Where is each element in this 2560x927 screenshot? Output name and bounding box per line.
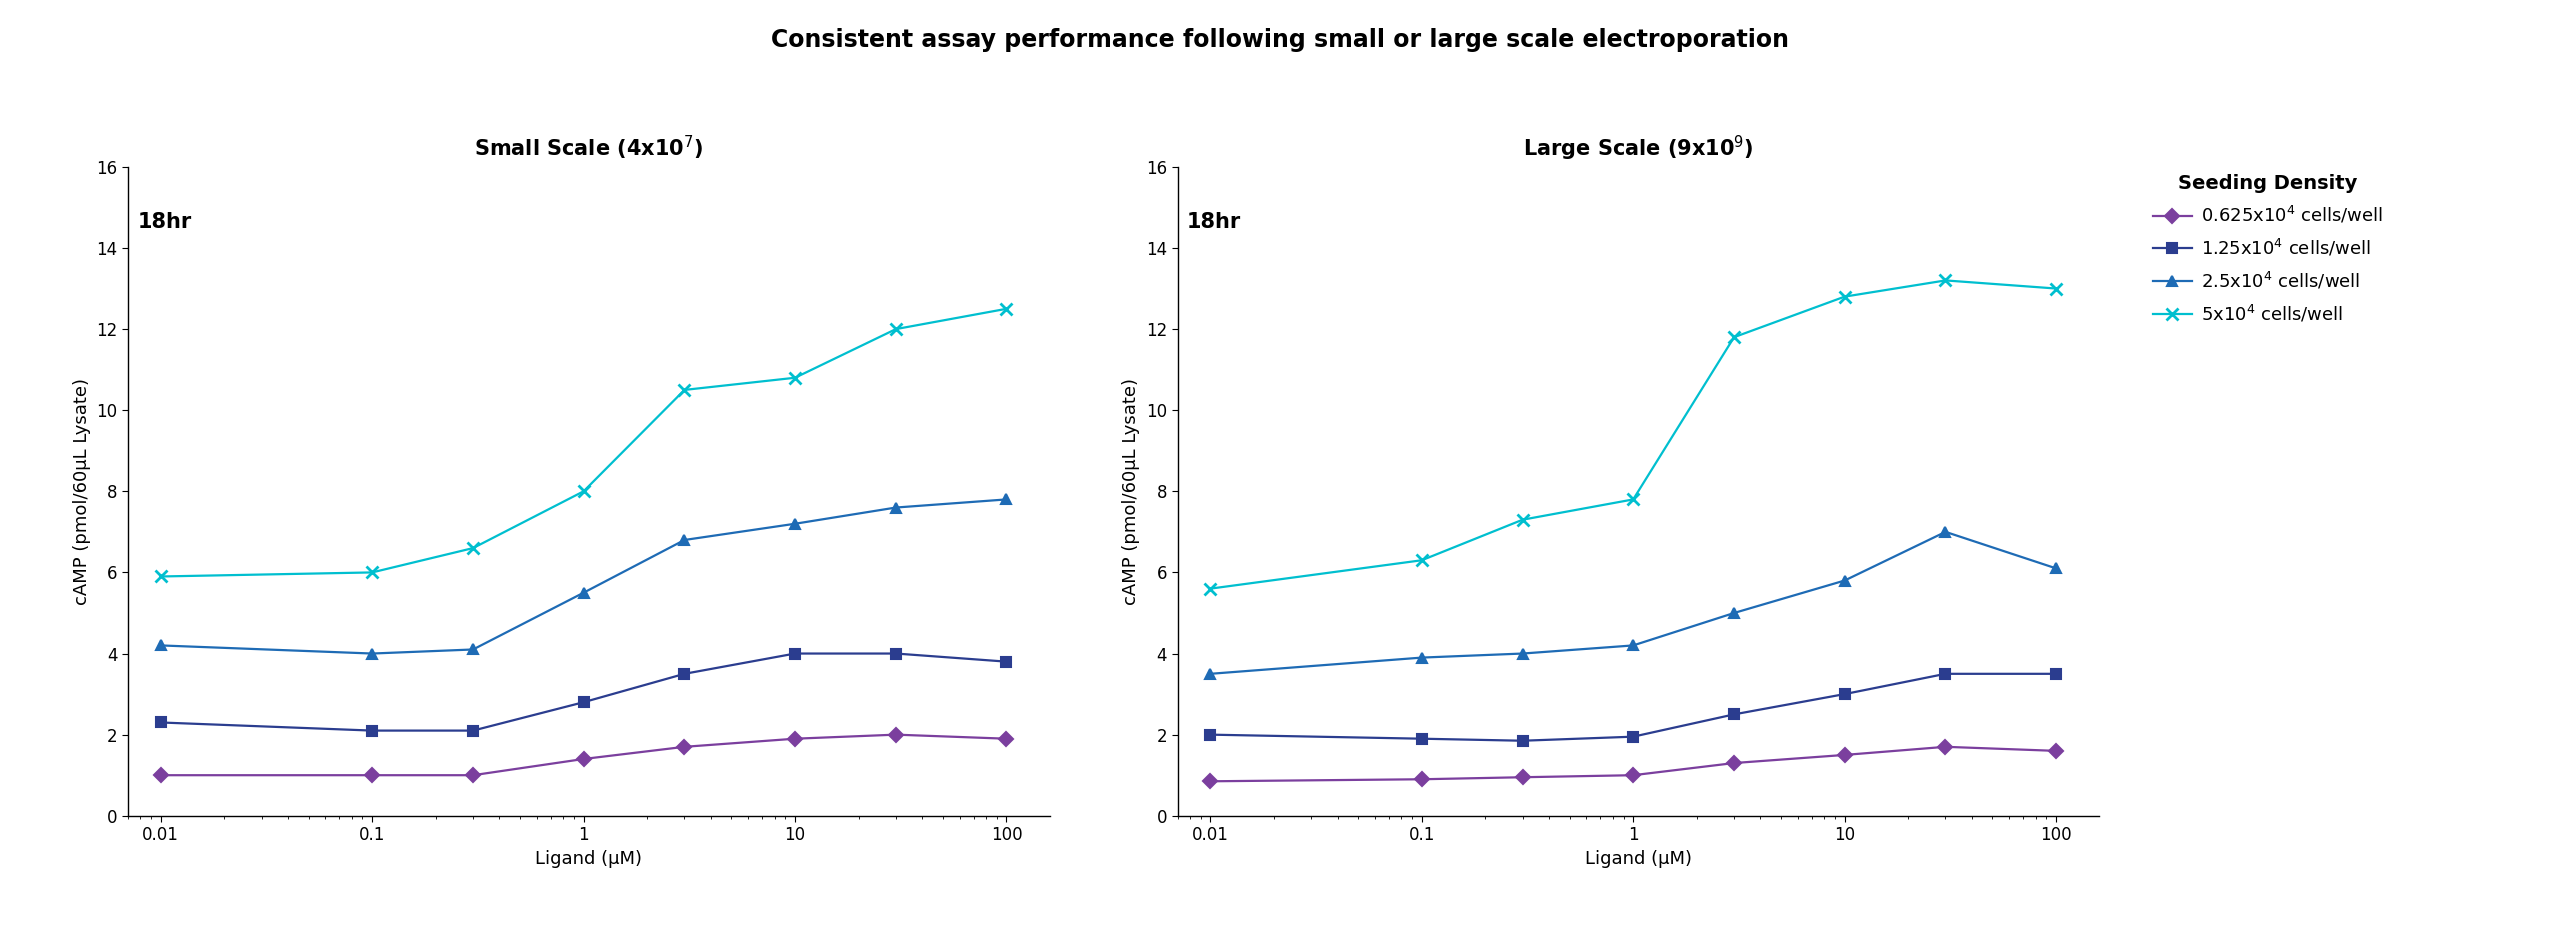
5x10$^4$ cells/well	[1718, 332, 1748, 343]
Title: Small Scale (4x10$^7$): Small Scale (4x10$^7$)	[474, 133, 704, 161]
5x10$^4$ cells/well	[146, 571, 177, 582]
0.625x10$^4$ cells/well	[568, 754, 599, 765]
0.625x10$^4$ cells/well	[1405, 774, 1436, 785]
0.625x10$^4$ cells/well	[458, 769, 489, 781]
0.625x10$^4$ cells/well	[146, 769, 177, 781]
Line: 2.5x10$^4$ cells/well: 2.5x10$^4$ cells/well	[1206, 527, 2061, 679]
0.625x10$^4$ cells/well	[356, 769, 387, 781]
2.5x10$^4$ cells/well	[568, 587, 599, 598]
X-axis label: Ligand (μM): Ligand (μM)	[535, 850, 643, 868]
5x10$^4$ cells/well	[1618, 494, 1649, 505]
2.5x10$^4$ cells/well	[1930, 527, 1961, 538]
0.625x10$^4$ cells/well	[668, 742, 699, 753]
5x10$^4$ cells/well	[356, 567, 387, 578]
Line: 0.625x10$^4$ cells/well: 0.625x10$^4$ cells/well	[156, 730, 1011, 780]
1.25x10$^4$ cells/well	[1930, 668, 1961, 679]
2.5x10$^4$ cells/well	[1196, 668, 1226, 679]
Text: Consistent assay performance following small or large scale electroporation: Consistent assay performance following s…	[771, 28, 1789, 52]
Y-axis label: cAMP (pmol/60μL Lysate): cAMP (pmol/60μL Lysate)	[72, 378, 90, 604]
2.5x10$^4$ cells/well	[1718, 607, 1748, 618]
1.25x10$^4$ cells/well	[2040, 668, 2071, 679]
5x10$^4$ cells/well	[1405, 554, 1436, 565]
2.5x10$^4$ cells/well	[1618, 640, 1649, 651]
1.25x10$^4$ cells/well	[568, 697, 599, 708]
5x10$^4$ cells/well	[568, 486, 599, 497]
2.5x10$^4$ cells/well	[146, 640, 177, 651]
0.625x10$^4$ cells/well	[991, 733, 1021, 744]
Line: 2.5x10$^4$ cells/well: 2.5x10$^4$ cells/well	[156, 495, 1011, 658]
Y-axis label: cAMP (pmol/60μL Lysate): cAMP (pmol/60μL Lysate)	[1121, 378, 1139, 604]
5x10$^4$ cells/well	[881, 324, 911, 335]
5x10$^4$ cells/well	[668, 385, 699, 396]
1.25x10$^4$ cells/well	[356, 725, 387, 736]
Line: 1.25x10$^4$ cells/well: 1.25x10$^4$ cells/well	[156, 649, 1011, 735]
5x10$^4$ cells/well	[781, 373, 812, 384]
X-axis label: Ligand (μM): Ligand (μM)	[1585, 850, 1692, 868]
0.625x10$^4$ cells/well	[1196, 776, 1226, 787]
1.25x10$^4$ cells/well	[1830, 689, 1861, 700]
0.625x10$^4$ cells/well	[1830, 749, 1861, 760]
Text: 18hr: 18hr	[1188, 212, 1242, 233]
1.25x10$^4$ cells/well	[881, 648, 911, 659]
5x10$^4$ cells/well	[991, 303, 1021, 314]
Text: 18hr: 18hr	[138, 212, 192, 233]
5x10$^4$ cells/well	[458, 542, 489, 553]
Line: 5x10$^4$ cells/well: 5x10$^4$ cells/well	[1203, 274, 2063, 595]
2.5x10$^4$ cells/well	[1830, 575, 1861, 586]
2.5x10$^4$ cells/well	[356, 648, 387, 659]
1.25x10$^4$ cells/well	[1618, 731, 1649, 743]
5x10$^4$ cells/well	[2040, 283, 2071, 294]
0.625x10$^4$ cells/well	[881, 729, 911, 740]
Title: Large Scale (9x10$^9$): Large Scale (9x10$^9$)	[1523, 133, 1754, 162]
2.5x10$^4$ cells/well	[458, 644, 489, 655]
2.5x10$^4$ cells/well	[668, 534, 699, 545]
2.5x10$^4$ cells/well	[781, 518, 812, 529]
5x10$^4$ cells/well	[1508, 514, 1539, 526]
5x10$^4$ cells/well	[1830, 291, 1861, 302]
Line: 5x10$^4$ cells/well: 5x10$^4$ cells/well	[154, 302, 1014, 583]
0.625x10$^4$ cells/well	[1508, 771, 1539, 782]
5x10$^4$ cells/well	[1196, 583, 1226, 594]
1.25x10$^4$ cells/well	[991, 656, 1021, 667]
0.625x10$^4$ cells/well	[1718, 757, 1748, 768]
2.5x10$^4$ cells/well	[1405, 652, 1436, 663]
2.5x10$^4$ cells/well	[1508, 648, 1539, 659]
0.625x10$^4$ cells/well	[1930, 742, 1961, 753]
1.25x10$^4$ cells/well	[668, 668, 699, 679]
0.625x10$^4$ cells/well	[781, 733, 812, 744]
2.5x10$^4$ cells/well	[991, 494, 1021, 505]
2.5x10$^4$ cells/well	[881, 502, 911, 514]
1.25x10$^4$ cells/well	[1405, 733, 1436, 744]
1.25x10$^4$ cells/well	[1508, 735, 1539, 746]
Line: 1.25x10$^4$ cells/well: 1.25x10$^4$ cells/well	[1206, 669, 2061, 745]
1.25x10$^4$ cells/well	[146, 717, 177, 728]
Legend: 0.625x10$^4$ cells/well, 1.25x10$^4$ cells/well, 2.5x10$^4$ cells/well, 5x10$^4$: 0.625x10$^4$ cells/well, 1.25x10$^4$ cel…	[2145, 167, 2391, 332]
0.625x10$^4$ cells/well	[2040, 745, 2071, 756]
1.25x10$^4$ cells/well	[1196, 729, 1226, 740]
Line: 0.625x10$^4$ cells/well: 0.625x10$^4$ cells/well	[1206, 742, 2061, 786]
1.25x10$^4$ cells/well	[458, 725, 489, 736]
1.25x10$^4$ cells/well	[1718, 709, 1748, 720]
2.5x10$^4$ cells/well	[2040, 563, 2071, 574]
5x10$^4$ cells/well	[1930, 275, 1961, 286]
0.625x10$^4$ cells/well	[1618, 769, 1649, 781]
1.25x10$^4$ cells/well	[781, 648, 812, 659]
